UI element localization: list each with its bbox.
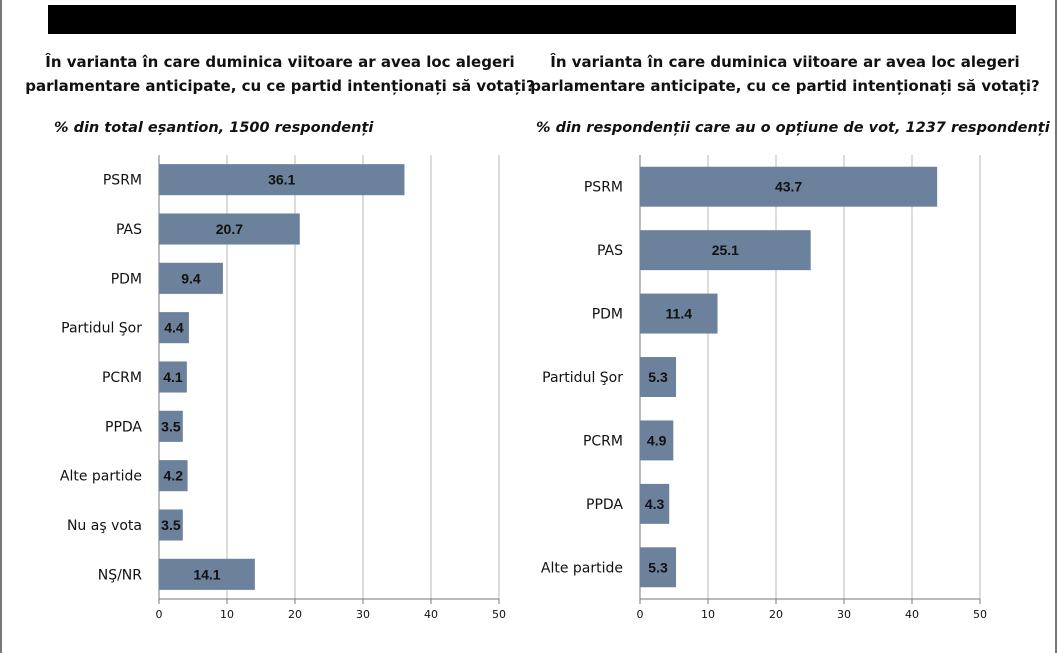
data-label: 4.3 — [645, 496, 665, 512]
data-label: 25.1 — [712, 242, 739, 258]
bar-pcrm — [640, 420, 674, 461]
data-label: 9.4 — [181, 270, 201, 286]
x-tick-label: 50 — [973, 608, 987, 621]
x-tick-label: 40 — [905, 608, 919, 621]
chart-title-line-1: În varianta în care duminica viitoare ar… — [45, 53, 515, 71]
data-label: 11.4 — [666, 306, 693, 322]
category-label: PCRM — [583, 433, 623, 449]
bar-ppda — [159, 410, 183, 442]
right-frame-border — [1055, 0, 1057, 653]
x-tick-label: 50 — [492, 608, 506, 621]
category-label: Alte partide — [541, 560, 623, 576]
x-tick-label: 40 — [424, 608, 438, 621]
data-label: 20.7 — [216, 221, 243, 237]
category-label: PAS — [116, 222, 142, 238]
chart-title-line-2: parlamentare anticipate, cu ce partid in… — [25, 77, 535, 95]
chart-title-line-1: În varianta în care duminica viitoare ar… — [550, 53, 1020, 71]
bar-psrm — [640, 166, 938, 207]
x-tick-label: 30 — [837, 608, 851, 621]
x-tick-label: 30 — [356, 608, 370, 621]
bar-partidul-or — [640, 357, 677, 397]
bar-n-nr — [159, 558, 255, 590]
bar-chart-vote-option: 0 10 20 30 40 50 PSRM 43.7 PAS 25.1 PDM 11.4 Partidu… — [541, 155, 987, 621]
header-bar — [48, 5, 1016, 34]
x-tick-label: 10 — [701, 608, 715, 621]
category-label: PAS — [597, 243, 623, 259]
x-tick-label: 0 — [637, 608, 644, 621]
data-label: 5.3 — [648, 369, 668, 385]
chart-subtitle: % din respondenții care au o opțiune de … — [536, 120, 1050, 136]
data-label: 36.1 — [268, 172, 295, 188]
category-label: NŞ/NR — [98, 567, 143, 583]
data-label: 43.7 — [775, 179, 802, 195]
bar-pas — [640, 230, 811, 271]
bar-pdm — [640, 293, 718, 334]
x-tick-label: 20 — [288, 608, 302, 621]
left-frame-border — [0, 0, 2, 653]
bar-alte-partide — [640, 547, 677, 588]
chart-title: În varianta în care duminica viitoare ar… — [20, 50, 540, 98]
bar-chart-total-sample: 0 10 20 30 40 50 PSRM 36.1 PAS 20.7 PDM 9.4 Partidul… — [60, 155, 506, 621]
data-label: 4.1 — [163, 369, 183, 385]
category-label: PCRM — [102, 370, 142, 386]
data-label: 4.4 — [164, 320, 184, 336]
chart-subtitle: % din total eșantion, 1500 respondenți — [54, 120, 374, 136]
chart-panel-total-sample: În varianta în care duminica viitoare ar… — [20, 34, 540, 649]
x-tick-label: 0 — [156, 608, 163, 621]
bar-partidul-or — [159, 312, 189, 344]
chart-title: În varianta în care duminica viitoare ar… — [530, 50, 1040, 98]
data-label: 4.9 — [647, 432, 667, 448]
category-label: PDM — [592, 307, 623, 323]
category-label: Alte partide — [60, 469, 142, 485]
data-label: 3.5 — [161, 517, 181, 533]
category-label: PPDA — [105, 419, 142, 435]
category-label: PSRM — [584, 180, 623, 196]
category-label: Nu aş vota — [67, 518, 142, 534]
data-label: 5.3 — [648, 559, 668, 575]
bar-pcrm — [159, 361, 187, 393]
bar-psrm — [159, 164, 405, 196]
x-tick-label: 20 — [769, 608, 783, 621]
bar-nu-a-vota — [159, 509, 183, 541]
data-label: 4.2 — [164, 468, 184, 484]
category-label: Partidul Şor — [542, 370, 623, 386]
bar-ppda — [640, 483, 670, 524]
bar-pas — [159, 213, 300, 245]
bar-pdm — [159, 262, 223, 294]
chart-title-line-2: parlamentare anticipate, cu ce partid in… — [530, 77, 1040, 95]
category-label: Partidul Şor — [61, 321, 142, 337]
x-tick-label: 10 — [220, 608, 234, 621]
category-label: PPDA — [586, 497, 623, 513]
data-label: 3.5 — [161, 418, 181, 434]
data-label: 14.1 — [193, 566, 220, 582]
category-label: PSRM — [103, 173, 142, 189]
category-label: PDM — [111, 271, 142, 287]
bar-alte-partide — [159, 460, 188, 492]
chart-panel-vote-option: În varianta în care duminica viitoare ar… — [530, 34, 1049, 649]
